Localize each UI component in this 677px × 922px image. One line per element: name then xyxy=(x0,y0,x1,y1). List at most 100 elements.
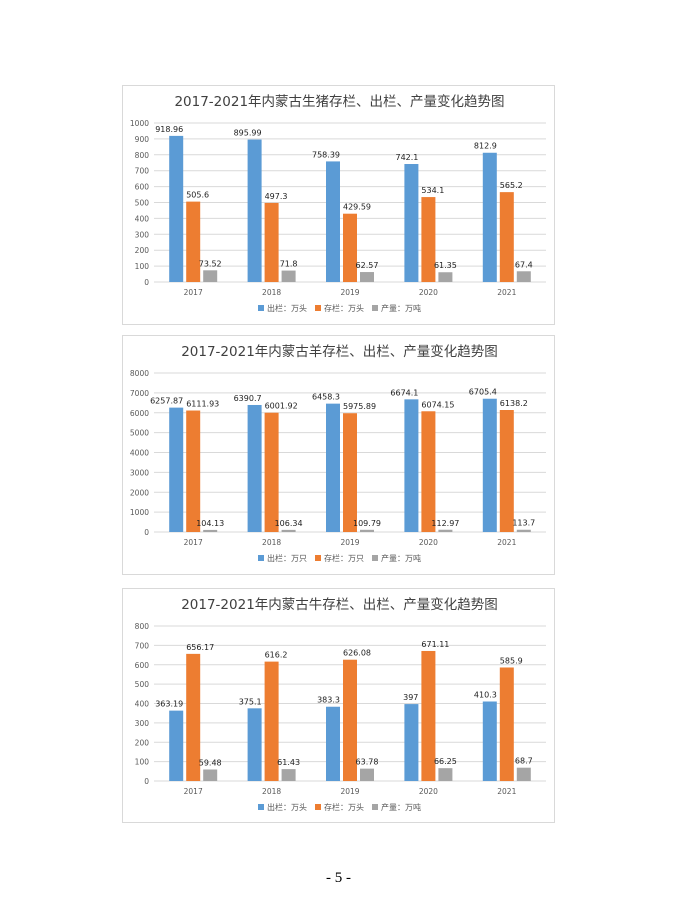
legend-entry: 存栏：万头 xyxy=(324,802,364,812)
legend-swatch xyxy=(315,804,321,810)
y-tick-label: 8000 xyxy=(130,369,149,378)
y-tick-label: 100 xyxy=(135,758,150,767)
bar xyxy=(438,768,453,781)
data-label: 375.1 xyxy=(239,697,262,706)
x-tick-label: 2017 xyxy=(184,288,203,297)
y-tick-label: 100 xyxy=(135,262,150,271)
data-label: 918.96 xyxy=(155,125,183,134)
bar xyxy=(438,272,453,282)
data-label: 71.8 xyxy=(280,260,298,269)
data-label: 106.34 xyxy=(275,519,303,528)
data-label: 742.1 xyxy=(395,153,418,162)
legend-entry: 产量：万吨 xyxy=(381,303,421,313)
y-tick-label: 200 xyxy=(135,738,150,747)
data-label: 109.79 xyxy=(353,519,381,528)
bar xyxy=(247,404,262,532)
bar xyxy=(186,410,201,532)
bar xyxy=(421,650,436,781)
y-tick-label: 500 xyxy=(135,680,150,689)
x-tick-label: 2021 xyxy=(497,538,516,547)
bar xyxy=(482,152,497,282)
legend-swatch xyxy=(372,555,378,561)
data-label: 534.1 xyxy=(421,186,444,195)
legend-entry: 产量：万吨 xyxy=(381,553,421,563)
legend-entry: 存栏：万只 xyxy=(324,553,364,563)
x-tick-label: 2017 xyxy=(184,538,203,547)
data-label: 626.08 xyxy=(343,649,371,658)
bar xyxy=(516,271,531,282)
bar xyxy=(360,529,374,532)
legend-swatch xyxy=(258,305,264,311)
data-label: 61.43 xyxy=(277,758,300,767)
data-label: 6390.7 xyxy=(234,394,262,403)
data-label: 812.9 xyxy=(474,142,497,151)
y-tick-label: 700 xyxy=(135,167,150,176)
data-label: 6257.87 xyxy=(150,397,183,406)
bar xyxy=(360,272,374,282)
legend-swatch xyxy=(315,305,321,311)
bar xyxy=(281,529,296,532)
y-tick-label: 600 xyxy=(135,183,150,192)
y-tick-label: 800 xyxy=(135,622,150,631)
y-tick-label: 4000 xyxy=(130,449,149,458)
legend-swatch xyxy=(258,555,264,561)
y-tick-label: 300 xyxy=(135,719,150,728)
data-label: 6111.93 xyxy=(186,400,219,409)
bar xyxy=(499,410,514,532)
bar xyxy=(264,202,279,282)
y-tick-label: 7000 xyxy=(130,389,149,398)
data-label: 62.57 xyxy=(356,261,379,270)
bar xyxy=(281,270,296,282)
chart-svg: 2017-2021年内蒙古生猪存栏、出栏、产量变化趋势图 0 100 200 300 40… xyxy=(130,94,546,313)
y-tick-label: 700 xyxy=(135,641,150,650)
data-label: 67.4 xyxy=(515,260,533,269)
data-label: 6458.3 xyxy=(312,393,340,402)
bar xyxy=(360,768,374,781)
legend-swatch xyxy=(372,305,378,311)
y-tick-label: 500 xyxy=(135,199,150,208)
bar xyxy=(169,135,184,282)
x-tick-label: 2021 xyxy=(497,288,516,297)
bar xyxy=(264,412,279,532)
data-label: 383.3 xyxy=(317,696,340,705)
legend-entry: 产量：万吨 xyxy=(381,802,421,812)
bar xyxy=(516,529,531,532)
x-tick-label: 2020 xyxy=(419,538,438,547)
data-label: 6138.2 xyxy=(500,399,528,408)
bar xyxy=(169,710,184,781)
y-tick-label: 1000 xyxy=(130,119,149,128)
bar xyxy=(499,192,514,282)
x-tick-label: 2018 xyxy=(262,288,281,297)
y-tick-label: 600 xyxy=(135,661,150,670)
bar xyxy=(326,706,340,781)
data-label: 73.52 xyxy=(199,259,222,268)
bar xyxy=(499,667,514,781)
x-tick-label: 2018 xyxy=(262,538,281,547)
bar xyxy=(203,529,218,532)
data-label: 63.78 xyxy=(356,758,379,767)
data-label: 497.3 xyxy=(265,192,288,201)
data-label: 656.17 xyxy=(186,643,214,652)
data-label: 758.39 xyxy=(312,150,340,159)
sheep-chart: 2017-2021年内蒙古羊存栏、出栏、产量变化趋势图 0 1000 2000 3000… xyxy=(122,335,555,575)
data-label: 505.6 xyxy=(186,191,209,200)
legend-entry: 出栏：万头 xyxy=(267,802,307,812)
y-tick-label: 6000 xyxy=(130,409,149,418)
bar xyxy=(482,701,497,781)
y-tick-label: 0 xyxy=(144,528,149,537)
data-label: 429.59 xyxy=(343,203,371,212)
data-label: 66.25 xyxy=(434,757,457,766)
x-tick-label: 2020 xyxy=(419,288,438,297)
legend-entry: 出栏：万头 xyxy=(267,303,307,313)
data-label: 68.7 xyxy=(515,757,533,766)
bar xyxy=(169,407,184,532)
legend-entry: 存栏：万头 xyxy=(324,303,364,313)
bar xyxy=(421,197,436,282)
cattle-chart: 2017-2021年内蒙古牛存栏、出栏、产量变化趋势图 0 100 200 300 400… xyxy=(122,588,555,823)
x-tick-label: 2019 xyxy=(340,288,359,297)
legend-entry: 出栏：万只 xyxy=(267,553,307,563)
y-tick-label: 1000 xyxy=(130,508,149,517)
bar xyxy=(343,213,357,282)
bar xyxy=(186,201,201,282)
bar xyxy=(438,529,453,532)
